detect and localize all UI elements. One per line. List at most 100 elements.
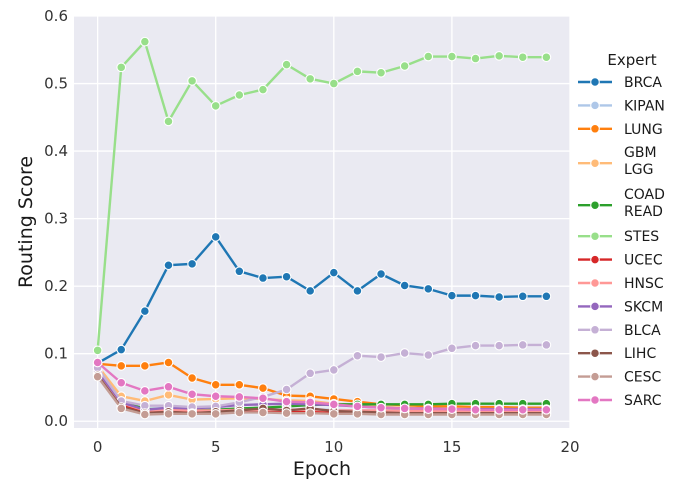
data-point <box>517 52 528 63</box>
data-point <box>447 290 457 301</box>
data-point <box>376 352 386 362</box>
data-point <box>92 371 103 382</box>
legend-marker <box>590 158 600 169</box>
legend-item: COAD READ <box>578 187 665 220</box>
legend-marker <box>590 231 600 242</box>
legend-item: UCEC <box>578 253 663 269</box>
legend-marker <box>590 371 600 382</box>
data-point <box>210 391 221 402</box>
data-point <box>328 78 339 89</box>
legend-label-line: HNSC <box>624 276 664 292</box>
legend-label-line: LIHC <box>624 346 656 362</box>
legend-label: GBM LGG <box>624 145 657 178</box>
series-brca <box>92 232 552 369</box>
data-point <box>376 269 386 279</box>
legend-label: LIHC <box>624 346 656 362</box>
data-point <box>352 350 363 361</box>
legend-label: COAD READ <box>624 187 665 220</box>
data-point <box>494 292 504 302</box>
data-point <box>305 368 316 379</box>
data-point <box>140 306 150 317</box>
data-point <box>376 402 386 413</box>
data-point <box>470 404 481 415</box>
x-axis-label: Epoch <box>293 458 351 480</box>
x-tick-label: 15 <box>442 438 461 456</box>
data-point <box>234 379 245 390</box>
legend-label: CESC <box>624 370 662 386</box>
data-point <box>494 404 504 415</box>
data-point <box>328 399 339 410</box>
data-point <box>305 408 316 418</box>
data-point <box>517 291 528 302</box>
data-point <box>423 350 434 360</box>
data-point <box>210 379 221 390</box>
data-point <box>281 59 292 70</box>
legend-marker <box>590 77 600 87</box>
legend-item: LIHC <box>578 346 656 362</box>
legend-label: SKCM <box>624 299 663 315</box>
data-point <box>210 100 221 111</box>
data-point <box>163 260 174 271</box>
legend-label: BRCA <box>624 75 662 91</box>
legend-label: STES <box>624 229 659 245</box>
tick-labels: 0 5 10 15 20 0.0 0.1 0.2 0.3 0.4 0.5 0.6 <box>44 7 579 456</box>
data-point <box>234 392 245 402</box>
data-point <box>305 397 316 408</box>
x-tick-label: 0 <box>93 438 103 456</box>
legend-label-line: CESC <box>624 370 662 386</box>
data-point <box>447 404 457 414</box>
legend-item: GBM LGG <box>578 145 657 178</box>
data-point <box>234 90 245 100</box>
data-point <box>517 340 528 350</box>
legend-marker <box>590 123 600 134</box>
legend-label-line: KIPAN <box>624 98 665 114</box>
data-point <box>92 345 103 356</box>
data-point <box>494 340 504 351</box>
data-point <box>234 407 245 418</box>
x-tick-label: 10 <box>324 438 343 456</box>
data-point <box>234 266 245 277</box>
data-point <box>281 396 292 407</box>
data-point <box>140 386 150 396</box>
data-point <box>399 280 410 291</box>
data-point <box>328 365 339 375</box>
data-point <box>305 286 316 296</box>
data-point <box>541 404 552 415</box>
y-tick-label: 0.6 <box>44 7 68 25</box>
legend-label-line: LUNG <box>624 122 663 138</box>
legend-label: UCEC <box>624 253 663 269</box>
y-tick-label: 0.4 <box>44 142 68 160</box>
data-point <box>92 357 103 368</box>
data-point <box>163 381 174 392</box>
legend-label-line: READ <box>624 204 663 220</box>
data-point <box>470 290 481 301</box>
data-point <box>187 75 197 86</box>
y-tick-label: 0.5 <box>44 75 68 93</box>
legend-label-line: STES <box>624 229 659 245</box>
y-tick-label: 0.1 <box>44 345 68 363</box>
legend-label-line: SARC <box>624 393 662 409</box>
data-point <box>258 407 268 418</box>
data-point <box>116 361 127 371</box>
legend-label-line: UCEC <box>624 253 663 269</box>
legend-item: CESC <box>578 370 662 386</box>
data-point <box>328 267 339 278</box>
legend-marker <box>590 278 600 288</box>
data-point <box>470 53 481 64</box>
data-point <box>305 73 316 84</box>
data-point <box>163 390 174 400</box>
data-point <box>447 51 457 62</box>
data-point <box>281 271 292 282</box>
data-point <box>210 408 221 419</box>
data-point <box>470 340 481 351</box>
legend-item: SKCM <box>578 299 663 315</box>
data-point <box>352 401 363 412</box>
data-point <box>116 403 127 414</box>
legend-label: KIPAN <box>624 98 665 114</box>
legend-item: BLCA <box>578 323 661 339</box>
legend-label-line: BLCA <box>624 323 661 339</box>
data-point <box>258 273 268 283</box>
y-tick-label: 0.0 <box>44 412 68 430</box>
legend-label-line: LGG <box>624 162 654 178</box>
